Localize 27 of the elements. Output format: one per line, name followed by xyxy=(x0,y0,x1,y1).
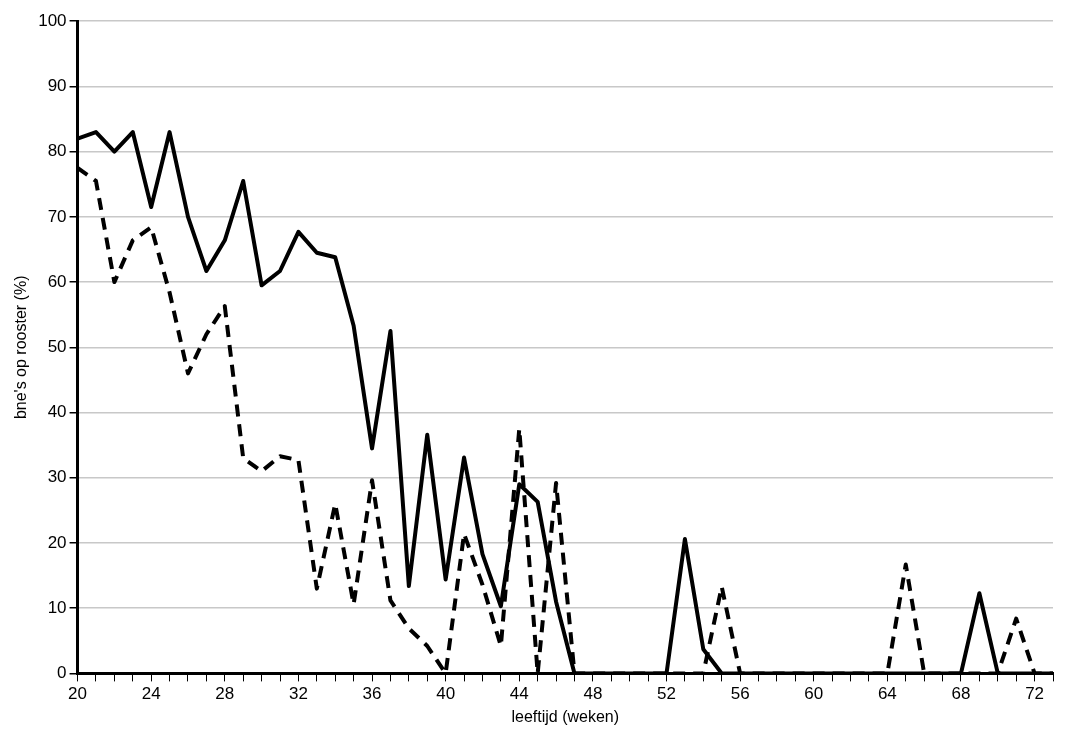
x-tick-label: 48 xyxy=(583,684,603,704)
y-tick-label: 70 xyxy=(47,206,67,226)
y-tick-label: 40 xyxy=(47,402,67,422)
y-tick-label: 60 xyxy=(47,271,67,291)
y-tick-label: 50 xyxy=(47,336,67,356)
x-tick-label: 60 xyxy=(804,684,824,704)
y-tick-label: 0 xyxy=(57,663,67,683)
y-tick-label: 30 xyxy=(47,467,67,487)
y-tick-label: 90 xyxy=(47,76,67,96)
x-axis-title: leeftijd (weken) xyxy=(511,707,620,725)
x-tick-label: 44 xyxy=(509,684,529,704)
x-tick-label: 28 xyxy=(215,684,235,704)
x-tick-label: 36 xyxy=(362,684,382,704)
x-tick-label: 72 xyxy=(1025,684,1045,704)
x-tick-label: 40 xyxy=(436,684,456,704)
x-tick-label: 56 xyxy=(730,684,750,704)
y-axis-title: bne's op rooster (%) xyxy=(12,275,30,420)
x-tick-label: 64 xyxy=(877,684,897,704)
y-tick-label: 10 xyxy=(47,597,67,617)
x-tick-label: 32 xyxy=(288,684,308,704)
x-tick-label: 52 xyxy=(657,684,676,704)
y-tick-label: 100 xyxy=(38,10,67,30)
x-tick-label: 20 xyxy=(68,684,88,704)
x-tick-label: 68 xyxy=(951,684,971,704)
x-tick-label: 24 xyxy=(141,684,161,704)
y-tick-label: 80 xyxy=(47,141,67,161)
y-tick-label: 20 xyxy=(47,532,67,552)
